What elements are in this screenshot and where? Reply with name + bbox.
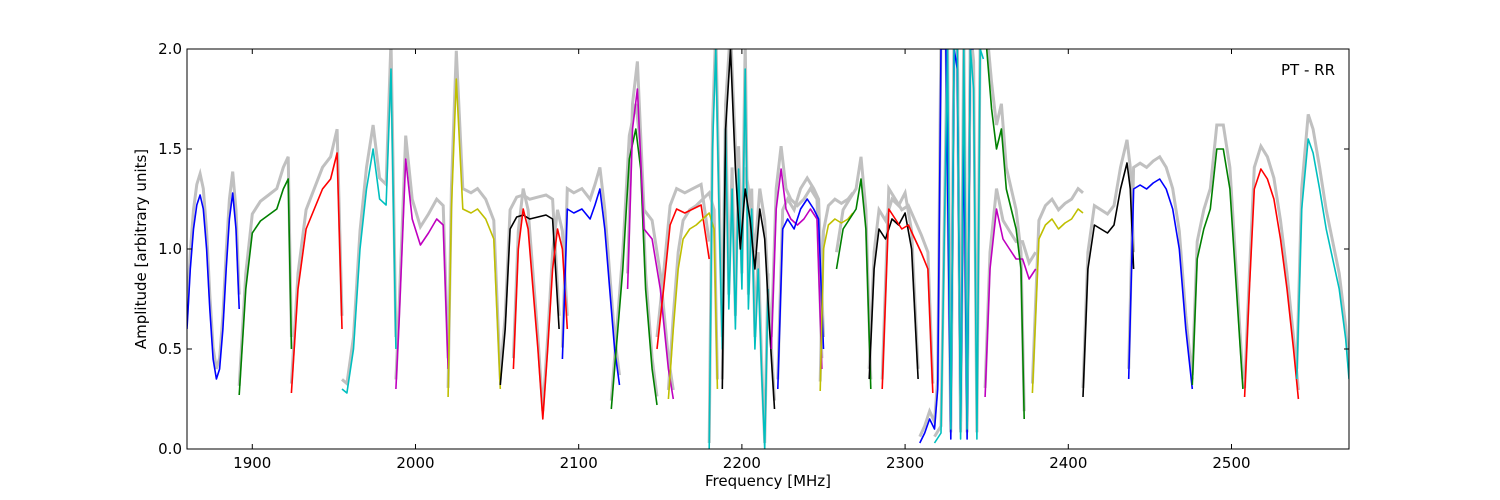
panel-annotation: PT - RR [1281, 61, 1335, 79]
y-axis-title: Amplitude [arbitrary units] [132, 149, 150, 349]
background-trace-4 [341, 49, 398, 387]
series-line-15 [721, 49, 776, 410]
series-line-27 [1082, 162, 1135, 398]
series-line-23 [933, 49, 985, 444]
series-line-20 [868, 212, 919, 380]
series-line-28 [1127, 178, 1194, 390]
series-line-26 [1031, 208, 1084, 394]
series-line-1 [187, 192, 240, 380]
series-line-31 [1296, 138, 1349, 380]
x-axis-title: Frequency [MHz] [705, 472, 831, 490]
background-trace-17 [776, 175, 825, 380]
series-line-5 [395, 158, 449, 390]
background-trace-2 [237, 156, 293, 386]
series-line-9 [561, 188, 621, 386]
series-line-21 [881, 208, 934, 394]
series-line-29 [1191, 148, 1244, 390]
background-trace-3 [289, 128, 344, 384]
y-tick-label: 1.0 [158, 240, 182, 258]
background-trace-31 [1295, 113, 1349, 369]
background-trace-9 [560, 166, 621, 376]
x-tick-label: 2300 [886, 454, 924, 472]
plot-frame [186, 48, 1350, 450]
x-tick-label: 1900 [233, 454, 271, 472]
series-line-14 [708, 49, 769, 449]
series-layer [187, 49, 1349, 449]
background-trace-5 [394, 135, 450, 380]
x-tick-label: 2400 [1049, 454, 1087, 472]
x-axis: 1900 2000 2100 2200 2300 2400 2500 [233, 49, 1251, 472]
x-tick-label: 2500 [1212, 454, 1250, 472]
series-line-7 [499, 214, 560, 386]
background-trace-6 [446, 50, 502, 388]
series-line-12 [656, 204, 710, 350]
series-line-30 [1243, 168, 1300, 400]
background-trace-25 [987, 49, 1026, 412]
background-trace-24 [983, 188, 1037, 388]
series-line-3 [290, 152, 343, 394]
series-line-10 [610, 128, 658, 410]
series-line-8 [512, 208, 569, 420]
background-trace-27 [1081, 139, 1136, 388]
series-line-25 [985, 49, 1025, 420]
y-tick-label: 2.0 [158, 40, 182, 58]
y-tick-label: 0.0 [158, 440, 182, 458]
x-tick-label: 2000 [396, 454, 434, 472]
background-trace-20 [867, 188, 920, 369]
background-trace-29 [1190, 123, 1245, 380]
background-trace-11 [626, 61, 675, 391]
background-trace-26 [1030, 186, 1084, 384]
series-line-24 [984, 208, 1037, 398]
y-tick-label: 1.5 [158, 140, 182, 158]
background-trace-15 [720, 49, 776, 401]
background-trace-28 [1127, 154, 1194, 380]
background-trace-30 [1243, 142, 1300, 391]
series-line-19 [835, 178, 872, 390]
series-line-6 [447, 78, 502, 398]
series-line-2 [238, 178, 293, 396]
series-line-4 [341, 68, 397, 394]
background-trace-16 [769, 146, 824, 359]
background-trace-12 [655, 182, 711, 338]
y-axis: 0.0 0.5 1.0 1.5 2.0 [158, 40, 1349, 458]
x-tick-label: 2100 [560, 454, 598, 472]
background-trace-19 [835, 156, 873, 380]
x-tick-label: 2200 [723, 454, 761, 472]
series-line-17 [777, 198, 825, 390]
series-line-11 [626, 88, 675, 400]
series-line-18 [819, 212, 854, 392]
y-tick-label: 0.5 [158, 340, 182, 358]
background-trace-21 [880, 183, 935, 384]
series-line-16 [770, 168, 823, 370]
